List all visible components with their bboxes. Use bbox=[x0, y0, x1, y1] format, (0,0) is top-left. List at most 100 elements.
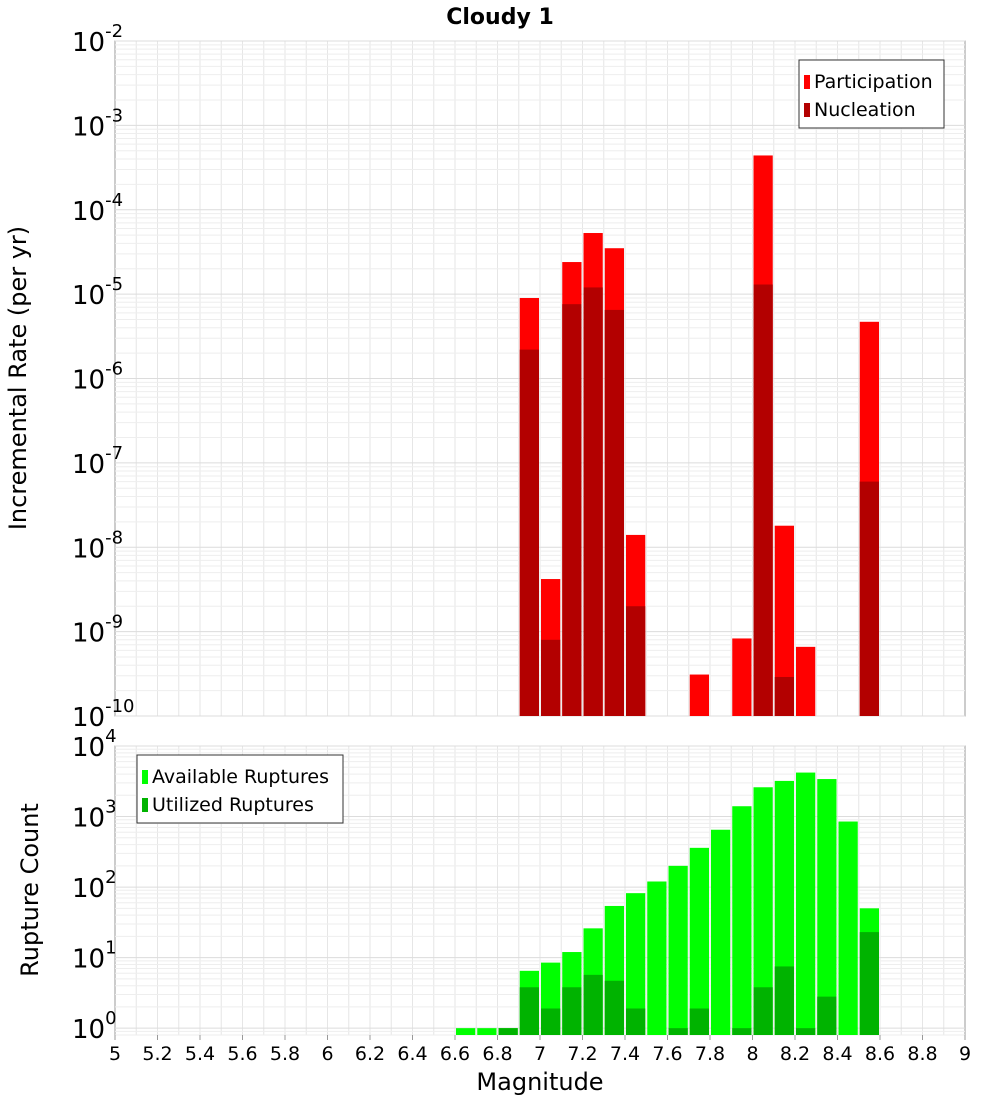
bar-available-ruptures bbox=[796, 772, 816, 1035]
bar-utilized-ruptures bbox=[796, 1028, 816, 1035]
y-tick-label: 10-2 bbox=[72, 21, 123, 58]
y-tick-label: 10-10 bbox=[72, 696, 135, 733]
x-tick-label: 6.6 bbox=[440, 1043, 470, 1065]
bottom-y-tick-labels: 100 101 102 103 104 bbox=[72, 726, 117, 1045]
bar-utilized-ruptures bbox=[817, 996, 837, 1035]
legend-swatch bbox=[142, 770, 148, 784]
x-tick-label: 8.8 bbox=[907, 1043, 937, 1065]
bar-utilized-ruptures bbox=[519, 987, 539, 1035]
bar-utilized-ruptures bbox=[753, 987, 773, 1035]
bar-available-ruptures bbox=[711, 829, 731, 1035]
bottom-y-axis-label: Rupture Count bbox=[16, 803, 44, 977]
y-tick-label: 10-5 bbox=[72, 274, 123, 311]
y-tick-label: 10-8 bbox=[72, 527, 123, 564]
y-tick-label: 103 bbox=[72, 797, 117, 834]
bar-utilized-ruptures bbox=[498, 1028, 518, 1035]
legend-label: Nucleation bbox=[814, 99, 916, 121]
top-bars bbox=[519, 155, 879, 717]
x-tick-label: 7.2 bbox=[567, 1043, 597, 1065]
bar-nucleation bbox=[583, 287, 603, 716]
x-tick-label: 5.8 bbox=[270, 1043, 300, 1065]
bar-nucleation bbox=[541, 639, 561, 716]
bar-nucleation bbox=[519, 349, 539, 716]
bar-participation bbox=[689, 674, 709, 716]
bar-available-ruptures bbox=[838, 821, 858, 1035]
bar-available-ruptures bbox=[477, 1028, 497, 1035]
legend-swatch bbox=[804, 103, 810, 117]
y-tick-label: 10-7 bbox=[72, 443, 123, 480]
x-tick-label: 7.4 bbox=[610, 1043, 640, 1065]
bar-nucleation bbox=[859, 481, 879, 716]
chart-title: Cloudy 1 bbox=[446, 5, 554, 30]
legend-swatch bbox=[804, 75, 810, 89]
y-tick-label: 10-6 bbox=[72, 359, 123, 396]
y-tick-label: 10-4 bbox=[72, 190, 123, 227]
x-tick-label: 6.8 bbox=[482, 1043, 512, 1065]
top-gridlines bbox=[115, 40, 965, 717]
bar-utilized-ruptures bbox=[541, 1008, 561, 1035]
top-y-tick-labels: 10-10 10-9 10-8 10-7 10-6 10-5 10-4 10-3 10-2 bbox=[72, 21, 135, 733]
bar-nucleation bbox=[562, 304, 582, 716]
legend-box bbox=[136, 754, 344, 824]
y-tick-label: 10-9 bbox=[72, 612, 123, 649]
x-tick-label: 5 bbox=[109, 1043, 121, 1065]
y-tick-label: 104 bbox=[72, 726, 117, 763]
x-tick-label: 8.4 bbox=[822, 1043, 852, 1065]
bar-participation bbox=[796, 646, 816, 716]
x-tick-label: 6.4 bbox=[397, 1043, 427, 1065]
bar-utilized-ruptures bbox=[583, 974, 603, 1035]
x-tick-label: 9 bbox=[959, 1043, 971, 1065]
bar-available-ruptures bbox=[668, 865, 688, 1035]
x-tick-label: 7.8 bbox=[695, 1043, 725, 1065]
bar-nucleation bbox=[604, 309, 624, 716]
bar-utilized-ruptures bbox=[689, 1008, 709, 1035]
top-panel: 10-10 10-9 10-8 10-7 10-6 10-5 10-4 10-3 10-2 In… bbox=[4, 21, 966, 733]
x-tick-label: 5.6 bbox=[227, 1043, 257, 1065]
bar-utilized-ruptures bbox=[859, 932, 879, 1035]
bar-available-ruptures bbox=[689, 847, 709, 1035]
bar-utilized-ruptures bbox=[668, 1028, 688, 1035]
top-legend: Participation Nucleation bbox=[798, 59, 945, 129]
y-tick-label: 100 bbox=[72, 1008, 117, 1045]
bottom-bars bbox=[456, 772, 879, 1035]
bar-participation bbox=[774, 525, 794, 716]
bar-available-ruptures bbox=[456, 1028, 476, 1035]
bar-nucleation bbox=[753, 284, 773, 716]
bar-utilized-ruptures bbox=[626, 1008, 646, 1035]
top-y-axis-label: Incremental Rate (per yr) bbox=[4, 226, 32, 530]
x-tick-labels: 5 5.2 5.4 5.6 5.8 6 6.2 6.4 6.6 6.8 7 7.2 7.4 7.6 7.8 8… bbox=[109, 1035, 971, 1065]
bar-available-ruptures bbox=[817, 779, 837, 1035]
bar-available-ruptures bbox=[753, 787, 773, 1035]
x-tick-label: 5.4 bbox=[185, 1043, 215, 1065]
bar-utilized-ruptures bbox=[732, 1028, 752, 1035]
x-tick-label: 5.2 bbox=[142, 1043, 172, 1065]
x-tick-label: 8.6 bbox=[865, 1043, 895, 1065]
x-tick-label: 8 bbox=[746, 1043, 758, 1065]
x-tick-label: 6 bbox=[321, 1043, 333, 1065]
x-tick-label: 7.6 bbox=[652, 1043, 682, 1065]
legend-label: Available Ruptures bbox=[152, 766, 329, 788]
legend-box bbox=[798, 59, 945, 129]
bar-utilized-ruptures bbox=[604, 980, 624, 1035]
y-tick-label: 101 bbox=[72, 938, 117, 975]
bar-nucleation bbox=[774, 676, 794, 716]
x-axis-label: Magnitude bbox=[476, 1068, 603, 1096]
bottom-legend: Available Ruptures Utilized Ruptures bbox=[136, 754, 344, 824]
legend-swatch bbox=[142, 798, 148, 812]
bottom-panel: 100 101 102 103 104 5 5.2 5.4 5.6 5.8 6 6.2 6.4 6.6 6… bbox=[16, 726, 971, 1096]
x-tick-label: 7 bbox=[534, 1043, 546, 1065]
x-tick-label: 6.2 bbox=[355, 1043, 385, 1065]
bar-participation bbox=[732, 638, 752, 716]
bar-utilized-ruptures bbox=[562, 987, 582, 1035]
y-tick-label: 10-3 bbox=[72, 105, 123, 142]
bar-nucleation bbox=[626, 606, 646, 716]
y-tick-label: 102 bbox=[72, 867, 117, 904]
bar-available-ruptures bbox=[626, 893, 646, 1035]
legend-label: Utilized Ruptures bbox=[152, 794, 314, 816]
bar-available-ruptures bbox=[732, 806, 752, 1035]
x-tick-label: 8.2 bbox=[780, 1043, 810, 1065]
bar-available-ruptures bbox=[647, 881, 667, 1035]
bar-utilized-ruptures bbox=[774, 966, 794, 1035]
legend-label: Participation bbox=[814, 71, 933, 93]
